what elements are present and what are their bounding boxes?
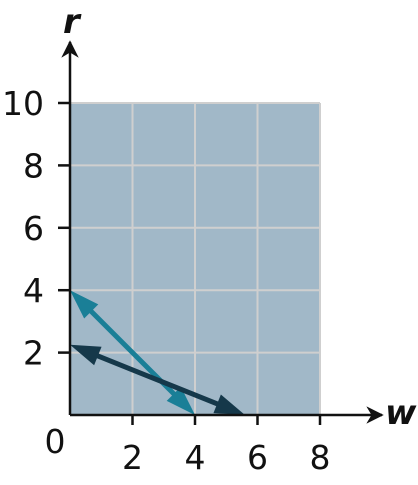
y-tick-label: 10 (2, 84, 44, 123)
y-tick-label: 4 (23, 271, 44, 310)
x-tick-label: 4 (185, 438, 206, 477)
series-line-2 (91, 351, 224, 409)
series-arrowhead-start-2 (70, 344, 102, 366)
x-axis-label: w (385, 393, 417, 433)
series-arrowhead-end-1 (166, 386, 195, 415)
y-tick-label: 6 (23, 209, 44, 248)
y-tick-label: 2 (23, 334, 44, 373)
y-axis-label: r (63, 2, 82, 42)
series-layer (70, 290, 245, 415)
x-tick-label: 2 (122, 438, 143, 477)
x-tick-label: 8 (310, 438, 331, 477)
axes-layer (58, 40, 384, 425)
grid-layer (70, 102, 321, 415)
y-tick-label: 8 (23, 146, 44, 185)
x-tick-label: 6 (247, 438, 268, 477)
x-tick-labels: 2 4 6 8 (122, 438, 331, 477)
y-tick-labels: 2 4 6 8 10 (2, 84, 44, 373)
series-arrowhead-start-1 (70, 290, 99, 319)
origin-label: 0 (45, 422, 66, 461)
series-arrowhead-end-2 (213, 394, 245, 415)
